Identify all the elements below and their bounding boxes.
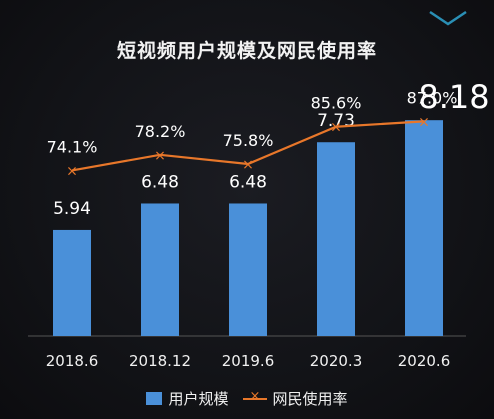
chevron-down-icon <box>429 10 467 26</box>
legend-bar-swatch <box>146 392 163 405</box>
bar-2018.12 <box>141 203 179 336</box>
legend-line-swatch <box>242 389 267 406</box>
legend-item-bar[interactable]: 用户规模 <box>146 388 229 409</box>
x-tick-label: 2020.3 <box>310 352 363 370</box>
bar-2018.6 <box>53 229 91 336</box>
line-value-label: 78.2% <box>135 122 186 141</box>
legend-item-line[interactable]: 网民使用率 <box>242 388 348 409</box>
chart-title: 短视频用户规模及网民使用率 <box>116 40 377 62</box>
chart-legend: 用户规模 网民使用率 <box>0 388 494 409</box>
bar-value-label: 5.94 <box>53 199 91 219</box>
legend-label-line: 网民使用率 <box>272 390 348 408</box>
line-value-label: 75.8% <box>223 131 274 150</box>
bar-value-label: 6.48 <box>141 172 179 192</box>
bar-2019.6 <box>229 203 267 336</box>
line-value-label: 87.0% <box>407 88 458 107</box>
line-point-marker: × <box>242 157 254 173</box>
line-point-marker: × <box>330 120 342 136</box>
line-point-marker: × <box>154 148 166 164</box>
line-point-marker: × <box>66 163 78 179</box>
x-tick-label: 2020.6 <box>398 352 451 370</box>
bar-2020.3 <box>317 142 355 336</box>
legend-label-bar: 用户规模 <box>168 390 229 408</box>
x-tick-label: 2018.12 <box>129 352 191 370</box>
x-tick-label: 2019.6 <box>222 352 275 370</box>
line-value-label: 74.1% <box>47 137 98 156</box>
line-value-label: 85.6% <box>311 94 362 113</box>
bar-value-label: 8.18 <box>418 78 489 116</box>
bar-value-label: 6.48 <box>229 172 267 192</box>
x-tick-label: 2018.6 <box>46 352 99 370</box>
bar-2020.6 <box>405 120 443 337</box>
line-point-marker: × <box>418 114 430 130</box>
usage-rate-line <box>71 120 425 172</box>
